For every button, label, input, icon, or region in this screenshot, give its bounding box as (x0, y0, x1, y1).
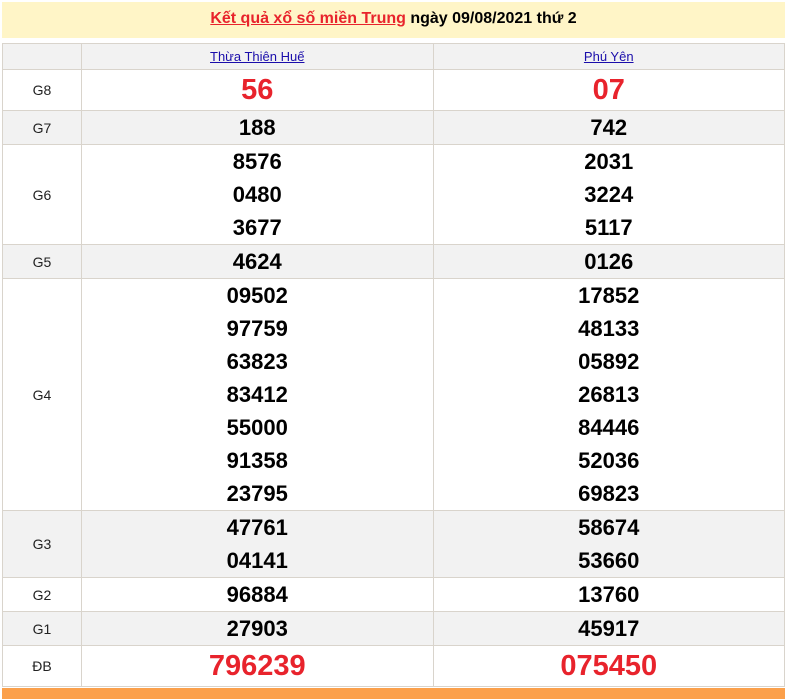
province-link[interactable]: Phú Yên (583, 49, 634, 64)
prize-number: 48133 (578, 316, 640, 341)
prize-row: G4 09502 97759 63823 83412 55000 91358 23795 178… (2, 278, 785, 511)
prize-number: 188 (238, 115, 276, 140)
prize-number: 27903 (226, 616, 288, 641)
prize-cell: 09502 97759 63823 83412 55000 91358 23795 (81, 278, 434, 511)
prize-number: 45917 (578, 616, 640, 641)
prize-number: 53660 (578, 548, 640, 573)
prize-number: 742 (590, 115, 628, 140)
prize-label: G6 (2, 144, 82, 245)
prize-row: G6 8576 0480 3677 2031 3224 5117 (2, 144, 785, 245)
prize-number: 23795 (226, 481, 288, 506)
prize-number: 84446 (578, 415, 640, 440)
prize-cell: 17852 48133 05892 26813 84446 52036 69823 (432, 278, 785, 511)
province-header-row: Thừa Thiên Huế Phú Yên (2, 43, 785, 70)
prize-number: 91358 (226, 448, 288, 473)
prize-number: 2031 (584, 149, 634, 174)
corner-cell (2, 43, 82, 70)
prize-number: 05892 (578, 349, 640, 374)
prize-number: 3224 (584, 182, 634, 207)
prize-cell: 188 (81, 110, 434, 145)
prize-cell: 0126 (432, 244, 785, 279)
prize-cell: 2031 3224 5117 (432, 144, 785, 245)
prize-cell: 45917 (432, 611, 785, 646)
prize-cell: 27903 (81, 611, 434, 646)
prize-number: 58674 (578, 515, 640, 540)
mien-trung-link[interactable]: Kết quả xổ số miền Trung (210, 10, 406, 27)
prize-number: 07 (592, 74, 625, 106)
prize-number: 3677 (232, 215, 282, 240)
prize-number: 97759 (226, 316, 288, 341)
prize-row: ĐB 796239 075450 (2, 645, 785, 687)
prize-cell: 4624 (81, 244, 434, 279)
prize-number: 04141 (226, 548, 288, 573)
prize-number: 0480 (232, 182, 282, 207)
prize-cell: 13760 (432, 577, 785, 612)
prize-number: 96884 (226, 582, 288, 607)
prize-number: 26813 (578, 382, 640, 407)
prize-label: G7 (2, 110, 82, 145)
prize-label: G4 (2, 278, 82, 511)
prize-number: 17852 (578, 283, 640, 308)
prize-row: G5 4624 0126 (2, 244, 785, 279)
prize-number: 55000 (226, 415, 288, 440)
prize-row: G1 27903 45917 (2, 611, 785, 646)
prize-number: 796239 (208, 650, 306, 682)
prize-label: ĐB (2, 645, 82, 687)
prize-cell: 07 (432, 69, 785, 111)
prize-cell: 075450 (432, 645, 785, 687)
prize-cell: 8576 0480 3677 (81, 144, 434, 245)
results-table: Thừa Thiên Huế Phú Yên G8 56 07 G7 188 742 G6 8… (2, 43, 785, 687)
footer-bar (2, 688, 785, 699)
prize-cell: 47761 04141 (81, 510, 434, 578)
prize-number: 63823 (226, 349, 288, 374)
prize-number: 8576 (232, 149, 282, 174)
province-header: Thừa Thiên Huế (81, 43, 434, 70)
prize-cell: 742 (432, 110, 785, 145)
prize-row: G7 188 742 (2, 110, 785, 145)
prize-number: 69823 (578, 481, 640, 506)
prize-number: 47761 (226, 515, 288, 540)
prize-number: 83412 (226, 382, 288, 407)
prize-number: 13760 (578, 582, 640, 607)
title-date: ngày 09/08/2021 thứ 2 (405, 10, 577, 27)
prize-label: G1 (2, 611, 82, 646)
prize-row: G2 96884 13760 (2, 577, 785, 612)
prize-number: 56 (241, 74, 274, 106)
prize-number: 52036 (578, 448, 640, 473)
prize-row: G8 56 07 (2, 69, 785, 111)
province-header: Phú Yên (432, 43, 785, 70)
prize-number: 0126 (584, 249, 634, 274)
prize-row: G3 47761 04141 58674 53660 (2, 510, 785, 578)
prize-number: 5117 (584, 215, 633, 240)
results-title: Kết quả xổ số miền Trung ngày 09/08/2021… (2, 2, 785, 38)
prize-cell: 796239 (81, 645, 434, 687)
prize-label: G2 (2, 577, 82, 612)
prize-cell: 56 (81, 69, 434, 111)
prize-cell: 58674 53660 (432, 510, 785, 578)
prize-number: 4624 (232, 249, 282, 274)
prize-cell: 96884 (81, 577, 434, 612)
prize-number: 075450 (560, 650, 658, 682)
prize-number: 09502 (226, 283, 288, 308)
prize-label: G5 (2, 244, 82, 279)
prize-label: G3 (2, 510, 82, 578)
province-link[interactable]: Thừa Thiên Huế (210, 49, 305, 64)
prize-label: G8 (2, 69, 82, 111)
